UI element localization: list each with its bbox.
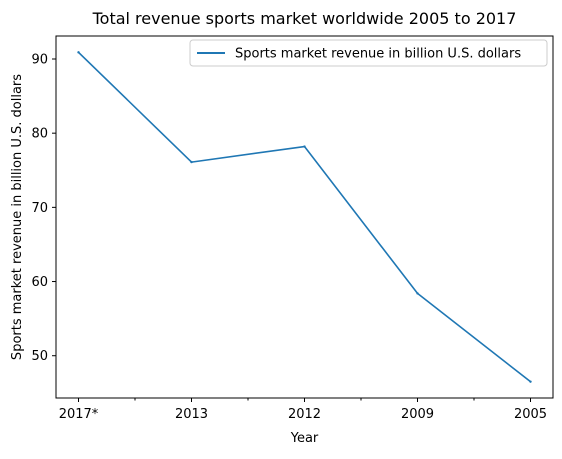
x-axis: 2017* 2013 2012 2009 2005 [59,398,547,422]
x-tick-label: 2005 [514,407,547,422]
x-tick-label: 2009 [401,407,434,422]
x-tick-label: 2012 [288,407,321,422]
x-axis-label: Year [290,431,319,446]
y-tick-label: 90 [31,52,48,67]
y-tick-label: 70 [31,201,48,216]
data-point [529,380,532,383]
x-tick-label: 2013 [175,407,208,422]
x-tick-label: 2017* [59,407,99,422]
y-axis-label: Sports market revenue in billion U.S. do… [10,74,25,360]
data-point [303,145,306,148]
y-tick-label: 80 [31,127,48,142]
chart-title: Total revenue sports market worldwide 20… [92,9,517,28]
series-layer [77,51,532,383]
data-point [77,51,80,54]
legend: Sports market revenue in billion U.S. do… [189,39,548,67]
y-axis: 50 60 70 80 90 [31,52,56,364]
legend-box [189,39,548,67]
legend-label: Sports market revenue in billion U.S. do… [235,47,521,62]
y-tick-label: 50 [31,349,48,364]
y-tick-label: 60 [31,275,48,290]
data-point [190,160,193,164]
data-point [416,292,419,295]
